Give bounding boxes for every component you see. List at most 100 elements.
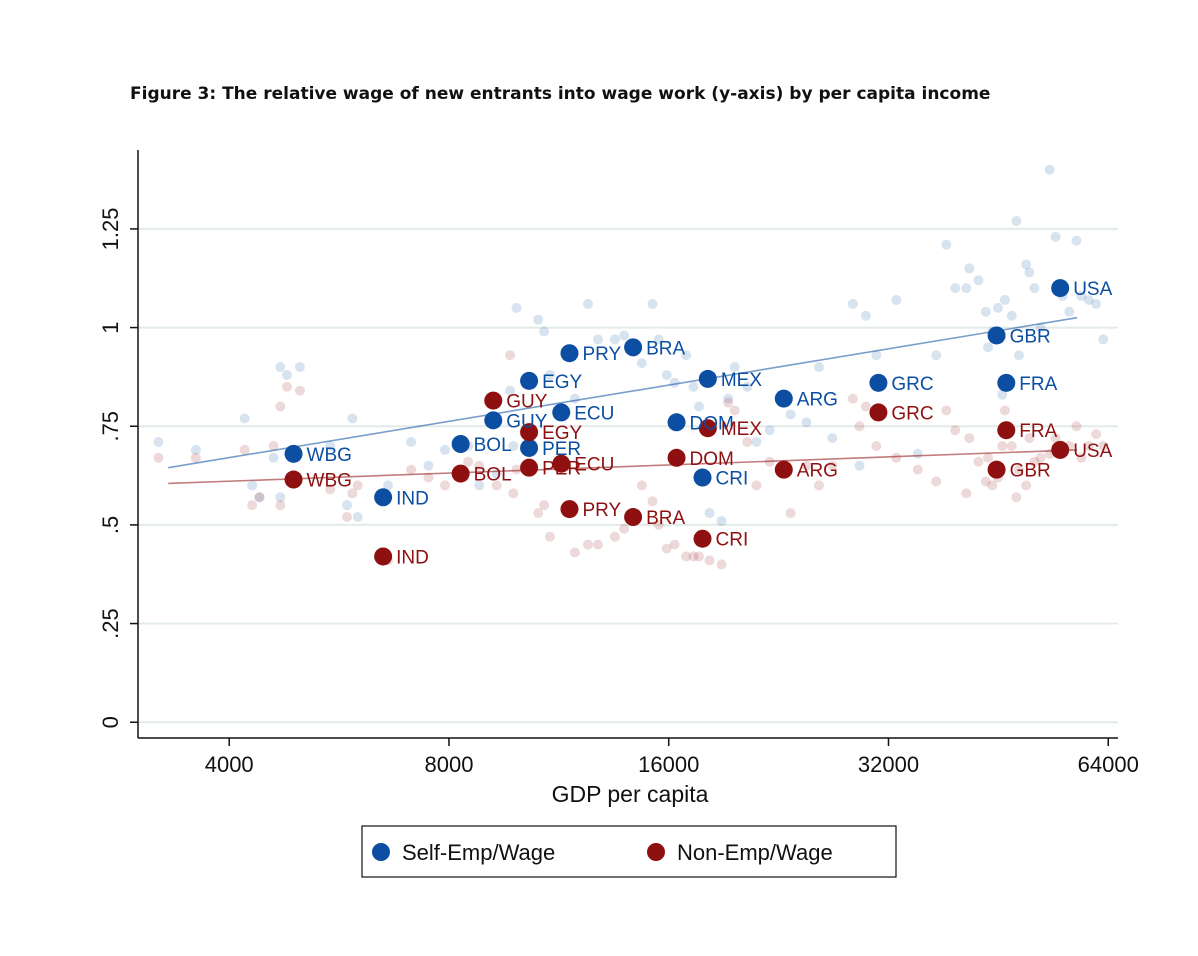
background-point-self-emp [342,500,353,511]
country-label-self-emp: ARG [797,390,838,411]
fit-lines [168,316,1078,485]
country-label-non-emp: ECU [574,455,614,476]
country-marker-non-emp [284,470,303,489]
background-point-self-emp [582,298,593,309]
background-point-self-emp [751,437,762,448]
background-point-non-emp [1006,440,1017,451]
background-point-non-emp [609,531,620,542]
background-point-non-emp [997,440,1008,451]
background-point-self-emp [1064,306,1075,317]
background-point-self-emp [511,302,522,313]
country-label-self-emp: IND [396,488,429,509]
background-point-self-emp [254,492,265,503]
background-point-non-emp [716,559,727,570]
background-point-self-emp [325,440,336,451]
country-label-self-emp: USA [1073,279,1112,300]
background-point-non-emp [854,421,865,432]
legend-marker-non-emp [647,843,665,861]
country-label-non-emp: PRY [582,500,621,521]
country-marker-non-emp [560,500,579,519]
background-point-non-emp [342,512,353,523]
background-point-self-emp [661,369,672,380]
country-label-non-emp: MEX [721,419,763,440]
background-point-self-emp [406,437,417,448]
background-point-non-emp [508,488,519,499]
country-marker-non-emp [698,419,717,438]
country-marker-self-emp [284,444,303,463]
background-point-self-emp [239,413,250,424]
background-point-non-emp [1076,452,1087,463]
background-point-self-emp [1098,334,1109,345]
background-point-self-emp [474,480,485,491]
background-point-non-emp [190,452,201,463]
background-point-non-emp [1014,464,1025,475]
background-point-non-emp [860,401,871,412]
background-point-self-emp [980,306,991,317]
background-point-self-emp [153,437,164,448]
country-marker-self-emp [698,369,717,388]
background-point-non-emp [688,551,699,562]
background-point-non-emp [973,456,984,467]
background-point-self-emp [609,334,620,345]
background-point-non-emp [1091,429,1102,440]
background-point-self-emp [912,448,923,459]
background-point-non-emp [669,539,680,550]
country-label-non-emp: PER [542,459,581,480]
country-marker-non-emp [520,423,539,442]
legend-label-self-emp: Self-Emp/Wage [402,840,555,865]
country-marker-self-emp [693,468,712,487]
country-label-non-emp: EGY [542,423,582,444]
background-point-non-emp [592,539,603,550]
background-point-self-emp [275,492,286,503]
country-marker-self-emp [552,403,571,422]
background-point-non-emp [1021,480,1032,491]
legend-box [361,825,897,878]
country-marker-self-emp [997,373,1016,392]
background-point-non-emp [813,480,824,491]
background-point-non-emp [999,405,1010,416]
background-point-non-emp [539,500,550,511]
background-point-non-emp [406,464,417,475]
background-point-non-emp [282,381,293,392]
background-point-self-emp [539,326,550,337]
background-point-non-emp [983,452,994,463]
background-point-self-emp [992,302,1003,313]
country-label-self-emp: FRA [1019,374,1057,395]
background-point-self-emp [1014,350,1025,361]
country-marker-non-emp [774,460,793,479]
background-point-self-emp [1011,216,1022,227]
background-point-non-emp [619,523,630,534]
background-point-self-emp [247,480,258,491]
axis-ticks: 0 .25 .5 .75 1 1.25 4000 8000 16000 32000 64000 [98,208,1139,777]
background-point-non-emp [268,440,279,451]
fit-line-self-emp [168,316,1078,469]
fit-line-non-emp [168,449,1078,485]
x-axis-title: GDP per capita [552,781,709,807]
background-point-non-emp [661,543,672,554]
background-point-self-emp [785,409,796,420]
background-point-non-emp [751,480,762,491]
background-point-non-emp [254,492,265,503]
background-point-self-emp [1006,310,1017,321]
background-point-non-emp [153,452,164,463]
background-point-self-emp [1044,164,1055,175]
country-label-self-emp: PRY [582,344,621,365]
background-point-non-emp [423,472,434,483]
background-point-non-emp [505,350,516,361]
country-marker-non-emp [520,458,539,477]
background-points [153,164,1109,570]
background-point-non-emp [239,444,250,455]
background-point-non-emp [827,460,838,471]
background-point-self-emp [352,512,363,523]
background-point-self-emp [382,480,393,491]
country-marker-self-emp [1051,279,1070,298]
background-point-non-emp [275,500,286,511]
background-point-self-emp [860,310,871,321]
country-label-non-emp: BRA [646,508,685,529]
country-marker-self-emp [560,344,579,363]
background-point-self-emp [847,298,858,309]
background-point-self-emp [742,381,753,392]
background-point-self-emp [592,334,603,345]
y-tick-label: 0 [98,716,123,728]
country-marker-self-emp [451,435,470,453]
